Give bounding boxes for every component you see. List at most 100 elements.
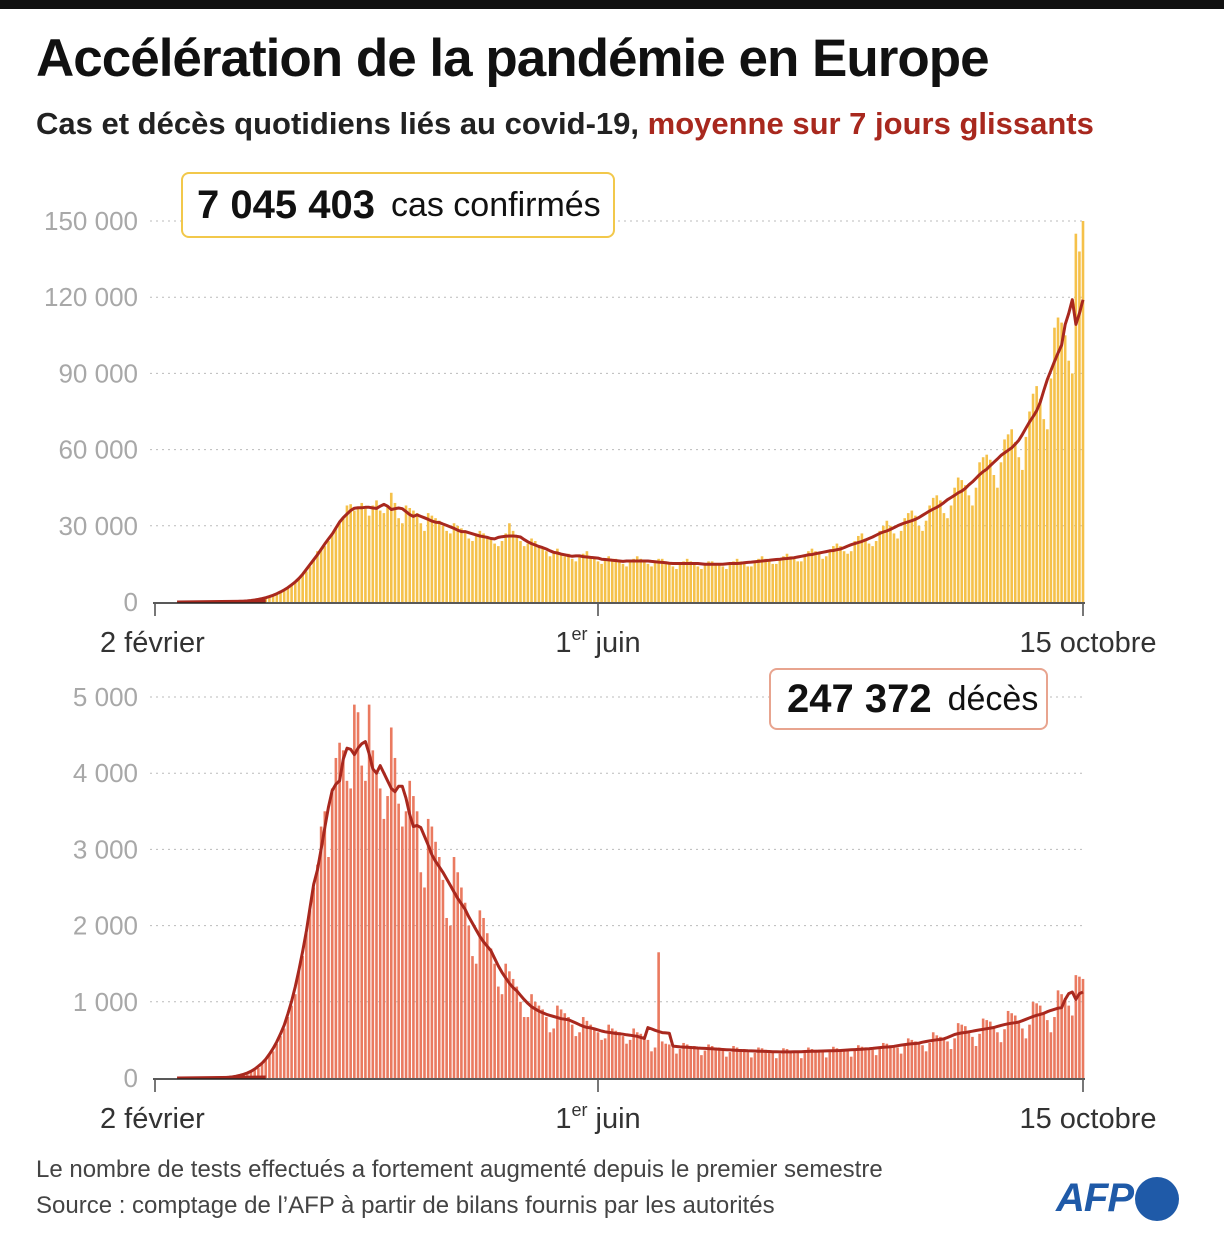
cases-bar <box>567 553 570 602</box>
cases-bar <box>682 561 685 602</box>
cases-bar <box>497 546 500 602</box>
deaths-bar <box>596 1032 600 1078</box>
deaths-bar <box>803 1052 807 1078</box>
cases-bar <box>485 535 489 602</box>
cases-bar <box>415 513 419 602</box>
deaths-bar <box>657 952 660 1078</box>
deaths-bar <box>249 1071 253 1078</box>
cases-bar <box>290 585 293 602</box>
cases-bar <box>401 523 404 602</box>
cases-bar <box>903 518 906 602</box>
cases-bar <box>785 553 789 602</box>
deaths-bar <box>739 1049 742 1078</box>
cases-bar <box>668 563 671 602</box>
deaths-bar <box>753 1052 757 1078</box>
deaths-bar <box>533 1001 537 1078</box>
deaths-bar <box>327 857 330 1078</box>
deaths-bar <box>537 1005 541 1078</box>
deaths-bar <box>1074 975 1078 1078</box>
deaths-bar <box>1067 1005 1071 1078</box>
deaths-bar <box>946 1041 949 1078</box>
deaths-bar <box>899 1053 903 1078</box>
cases-bar <box>282 590 286 602</box>
cases-bar <box>482 533 485 602</box>
deaths-bar <box>349 788 352 1078</box>
cases-x-tick-label: 1er juin <box>555 624 640 659</box>
cases-bar <box>552 551 556 602</box>
cases-bar <box>526 543 530 602</box>
cases-bar <box>585 551 589 602</box>
deaths-bar <box>419 872 423 1078</box>
cases-bar <box>689 561 693 602</box>
cases-bar <box>764 558 767 602</box>
cases-bar <box>892 533 896 602</box>
deaths-bar <box>814 1049 817 1078</box>
cases-bar <box>330 533 334 602</box>
deaths-bar <box>864 1047 867 1078</box>
deaths-bar <box>556 1005 559 1078</box>
cases-bar <box>885 520 889 602</box>
cases-bar <box>714 563 717 602</box>
cases-bar <box>671 566 675 602</box>
deaths-bar <box>504 963 508 1078</box>
cases-bar <box>511 530 515 602</box>
cases-bar <box>835 543 839 602</box>
deaths-bar <box>257 1068 260 1078</box>
cases-bar <box>1042 419 1046 602</box>
deaths-bar <box>519 1001 522 1078</box>
deaths-bar <box>312 887 316 1078</box>
cases-bar <box>828 551 832 602</box>
cases-bar <box>515 535 519 602</box>
cases-bar <box>312 558 316 602</box>
cases-bar <box>286 588 290 602</box>
cases-bar <box>678 563 682 602</box>
deaths-bar <box>725 1056 728 1078</box>
deaths-bar <box>578 1032 581 1078</box>
deaths-bar <box>482 917 485 1078</box>
cases-bar <box>578 556 581 602</box>
deaths-bar <box>522 1017 526 1078</box>
cases-bar <box>607 556 611 602</box>
deaths-bar <box>297 971 301 1078</box>
deaths-y-tick-label: 3 000 <box>73 834 138 864</box>
deaths-bar <box>593 1028 596 1078</box>
deaths-bar <box>999 1042 1003 1078</box>
footnote: Le nombre de tests effectués a fortement… <box>36 1156 883 1183</box>
deaths-bar <box>889 1045 892 1078</box>
cases-bar <box>430 515 434 602</box>
cases-bar <box>621 563 625 602</box>
deaths-bar <box>949 1049 953 1078</box>
deaths-bar <box>767 1050 771 1078</box>
deaths-bar <box>796 1052 800 1078</box>
deaths-bar <box>896 1047 899 1078</box>
cases-bar <box>474 533 478 602</box>
cases-bar <box>814 551 817 602</box>
deaths-bar <box>493 963 496 1078</box>
cases-bar <box>1056 317 1060 602</box>
deaths-bar <box>639 1033 643 1078</box>
cases-bar <box>988 459 992 602</box>
cases-bar <box>839 546 842 602</box>
cases-bar <box>319 548 323 602</box>
cases-bar <box>463 530 467 602</box>
source-note: Source : comptage de l’AFP à partir de b… <box>36 1192 775 1219</box>
deaths-bar <box>618 1032 621 1078</box>
cases-bar <box>675 568 678 602</box>
deaths-y-tick-label: 2 000 <box>73 911 138 941</box>
cases-bar <box>593 558 596 602</box>
cases-bar <box>1003 439 1006 602</box>
cases-bar <box>371 505 375 602</box>
cases-bar <box>789 556 792 602</box>
cases-bar <box>967 495 971 602</box>
cases-bar <box>999 462 1003 602</box>
cases-bar <box>574 561 578 602</box>
deaths-bar <box>964 1026 967 1078</box>
deaths-bar <box>426 818 430 1078</box>
deaths-bar <box>474 963 478 1078</box>
cases-bar <box>397 518 400 602</box>
cases-bar <box>849 551 853 602</box>
cases-bar <box>635 556 639 602</box>
deaths-bar <box>371 750 375 1078</box>
deaths-bar <box>700 1055 703 1078</box>
